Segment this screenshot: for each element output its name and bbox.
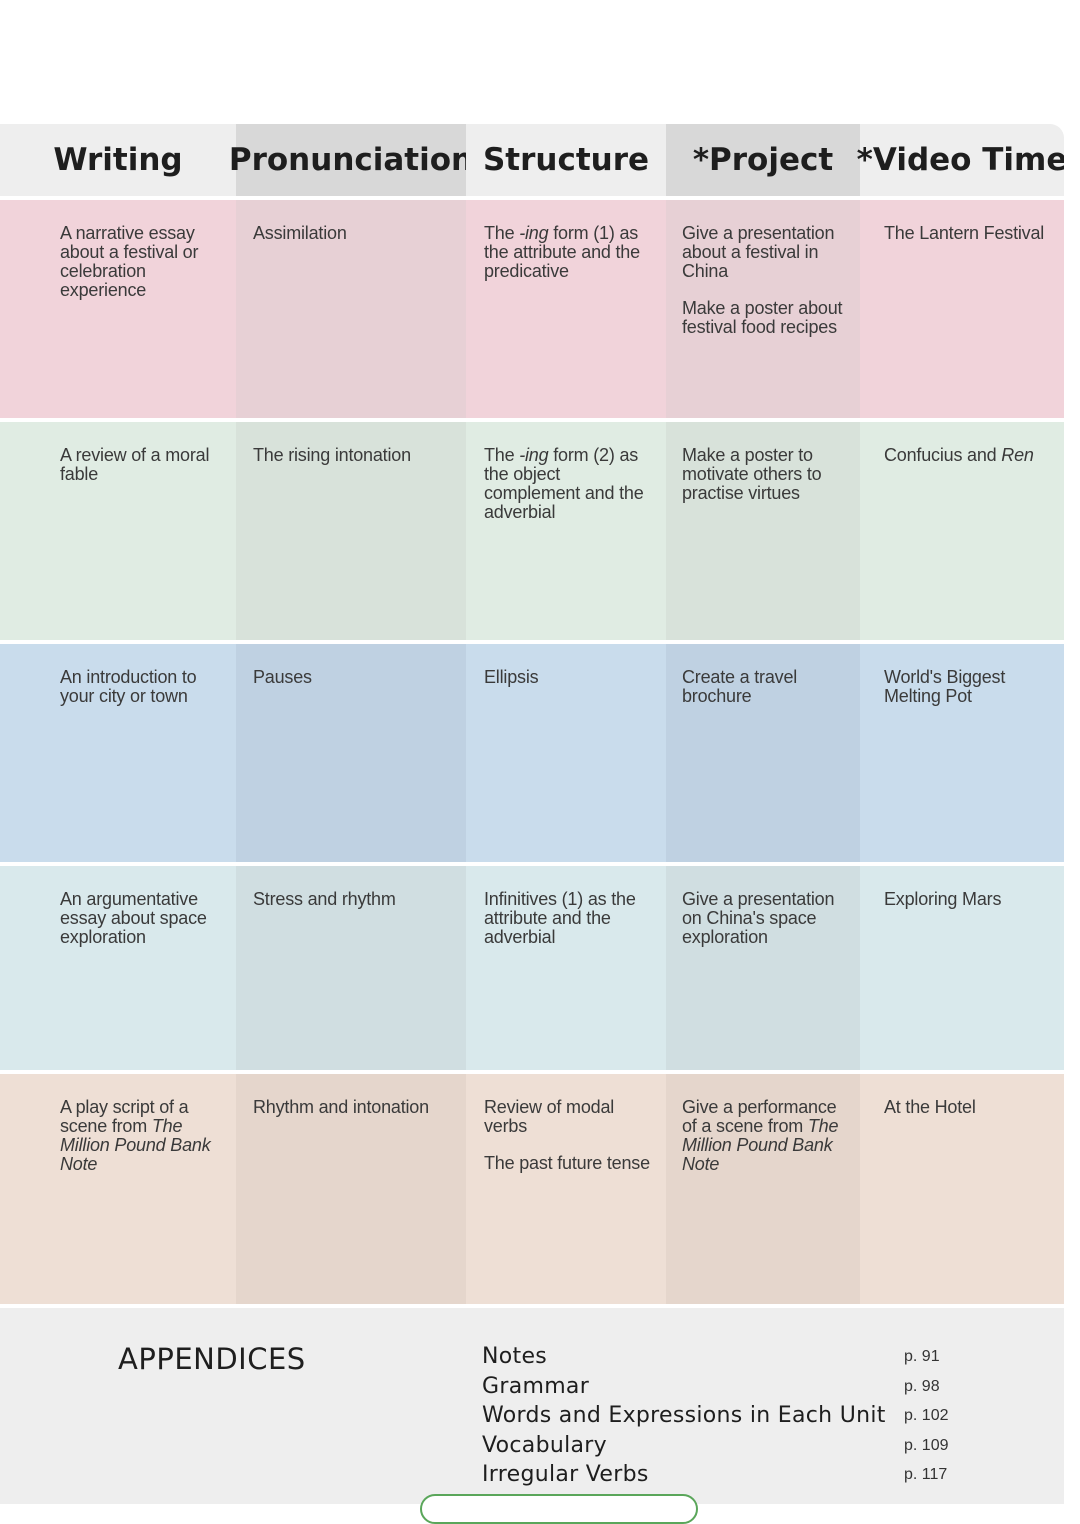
table-header-row: Writing Pronunciation Structure *Project… [0, 124, 1064, 196]
appendix-page: p. 91 [904, 1348, 940, 1365]
structure-text: Infinitives (1) as the attribute and the… [484, 889, 636, 947]
table-row: A narrative essay about a festival or ce… [0, 200, 1064, 418]
project-text: Create a travel brochure [682, 667, 798, 706]
cell-writing: An introduction to your city or town [0, 644, 236, 862]
header-pronunciation: Pronunciation [229, 124, 473, 196]
appendix-item[interactable]: Grammar p. 98 [482, 1374, 972, 1404]
appendix-page: p. 98 [904, 1377, 940, 1395]
cell-video: World's Biggest Melting Pot [860, 644, 1064, 862]
cell-project: Give a performance of a scene from The M… [666, 1074, 860, 1304]
appendix-page: p. 117 [904, 1466, 948, 1483]
structure-text: Ellipsis [484, 667, 539, 687]
cell-pronunciation: Rhythm and intonation [236, 1074, 466, 1304]
header-structure: Structure [466, 124, 666, 196]
appendix-name: Grammar [482, 1373, 590, 1399]
structure-text: The past future tense [484, 1153, 650, 1173]
project-text: Make a poster about festival food recipe… [682, 298, 843, 337]
bottom-badge [420, 1494, 698, 1524]
appendix-item[interactable]: Vocabulary p. 109 [482, 1433, 972, 1463]
appendix-name: Irregular Verbs [482, 1462, 649, 1487]
cell-pronunciation: Assimilation [236, 200, 466, 418]
appendix-name: Notes [482, 1344, 548, 1369]
appendix-item[interactable]: Irregular Verbs p. 117 [482, 1462, 972, 1492]
cell-structure: Infinitives (1) as the attribute and the… [466, 866, 666, 1070]
cell-pronunciation: Pauses [236, 644, 466, 862]
cell-structure: The -ing form (2) as the object compleme… [466, 422, 666, 640]
cell-project: Give a presentation on China's space exp… [666, 866, 860, 1070]
row-separator [0, 418, 1064, 422]
table-row: A play script of a scene from The Millio… [0, 1074, 1064, 1304]
appendix-item[interactable]: Words and Expressions in Each Unit p. 10… [482, 1403, 972, 1433]
cell-pronunciation: Stress and rhythm [236, 866, 466, 1070]
appendix-name: Vocabulary [482, 1432, 607, 1458]
appendices-section: APPENDICES Notes p. 91 Grammar p. 98 Wor… [0, 1308, 1064, 1504]
cell-video: At the Hotel [860, 1074, 1064, 1304]
header-project: *Project [666, 124, 860, 196]
row-separator [0, 640, 1064, 644]
structure-text: Review of modal verbs [484, 1097, 615, 1136]
appendices-list: Notes p. 91 Grammar p. 98 Words and Expr… [482, 1344, 972, 1492]
row-separator [0, 196, 1064, 200]
row-separator [0, 862, 1064, 866]
cell-video: Exploring Mars [860, 866, 1064, 1070]
cell-writing: A review of a moral fable [0, 422, 236, 640]
appendix-name: Words and Expressions in Each Unit [482, 1403, 886, 1428]
cell-structure: Ellipsis [466, 644, 666, 862]
cell-structure: Review of modal verbs The past future te… [466, 1074, 666, 1304]
header-writing: Writing [0, 124, 236, 196]
appendices-title: APPENDICES [118, 1342, 306, 1376]
appendix-item[interactable]: Notes p. 91 [482, 1344, 972, 1374]
header-video-time: *Video Time [857, 124, 1064, 196]
row-separator [0, 1070, 1064, 1074]
cell-writing: A narrative essay about a festival or ce… [0, 200, 236, 418]
cell-project: Make a poster to motivate others to prac… [666, 422, 860, 640]
structure-text: The -ing form (2) as the object compleme… [484, 445, 644, 522]
cell-writing: An argumentative essay about space explo… [0, 866, 236, 1070]
cell-pronunciation: The rising intonation [236, 422, 466, 640]
table-row: An argumentative essay about space explo… [0, 866, 1064, 1070]
appendix-page: p. 109 [904, 1436, 949, 1454]
cell-writing: A play script of a scene from The Millio… [0, 1074, 236, 1304]
table-row: An introduction to your city or town Pau… [0, 644, 1064, 862]
cell-video: The Lantern Festival [860, 200, 1064, 418]
table-row: A review of a moral fable The rising int… [0, 422, 1064, 640]
project-text: Give a performance of a scene from The M… [682, 1097, 839, 1174]
appendix-page: p. 102 [904, 1407, 949, 1424]
contents-table: Writing Pronunciation Structure *Project… [0, 124, 1064, 1304]
cell-project: Create a travel brochure [666, 644, 860, 862]
cell-structure: The -ing form (1) as the attribute and t… [466, 200, 666, 418]
cell-project: Give a presentation about a festival in … [666, 200, 860, 418]
project-text: Make a poster to motivate others to prac… [682, 445, 822, 503]
cell-video: Confucius and Ren [860, 422, 1064, 640]
structure-text: The -ing form (1) as the attribute and t… [484, 223, 640, 281]
project-text: Give a presentation about a festival in … [682, 223, 835, 281]
project-text: Give a presentation on China's space exp… [682, 889, 835, 947]
